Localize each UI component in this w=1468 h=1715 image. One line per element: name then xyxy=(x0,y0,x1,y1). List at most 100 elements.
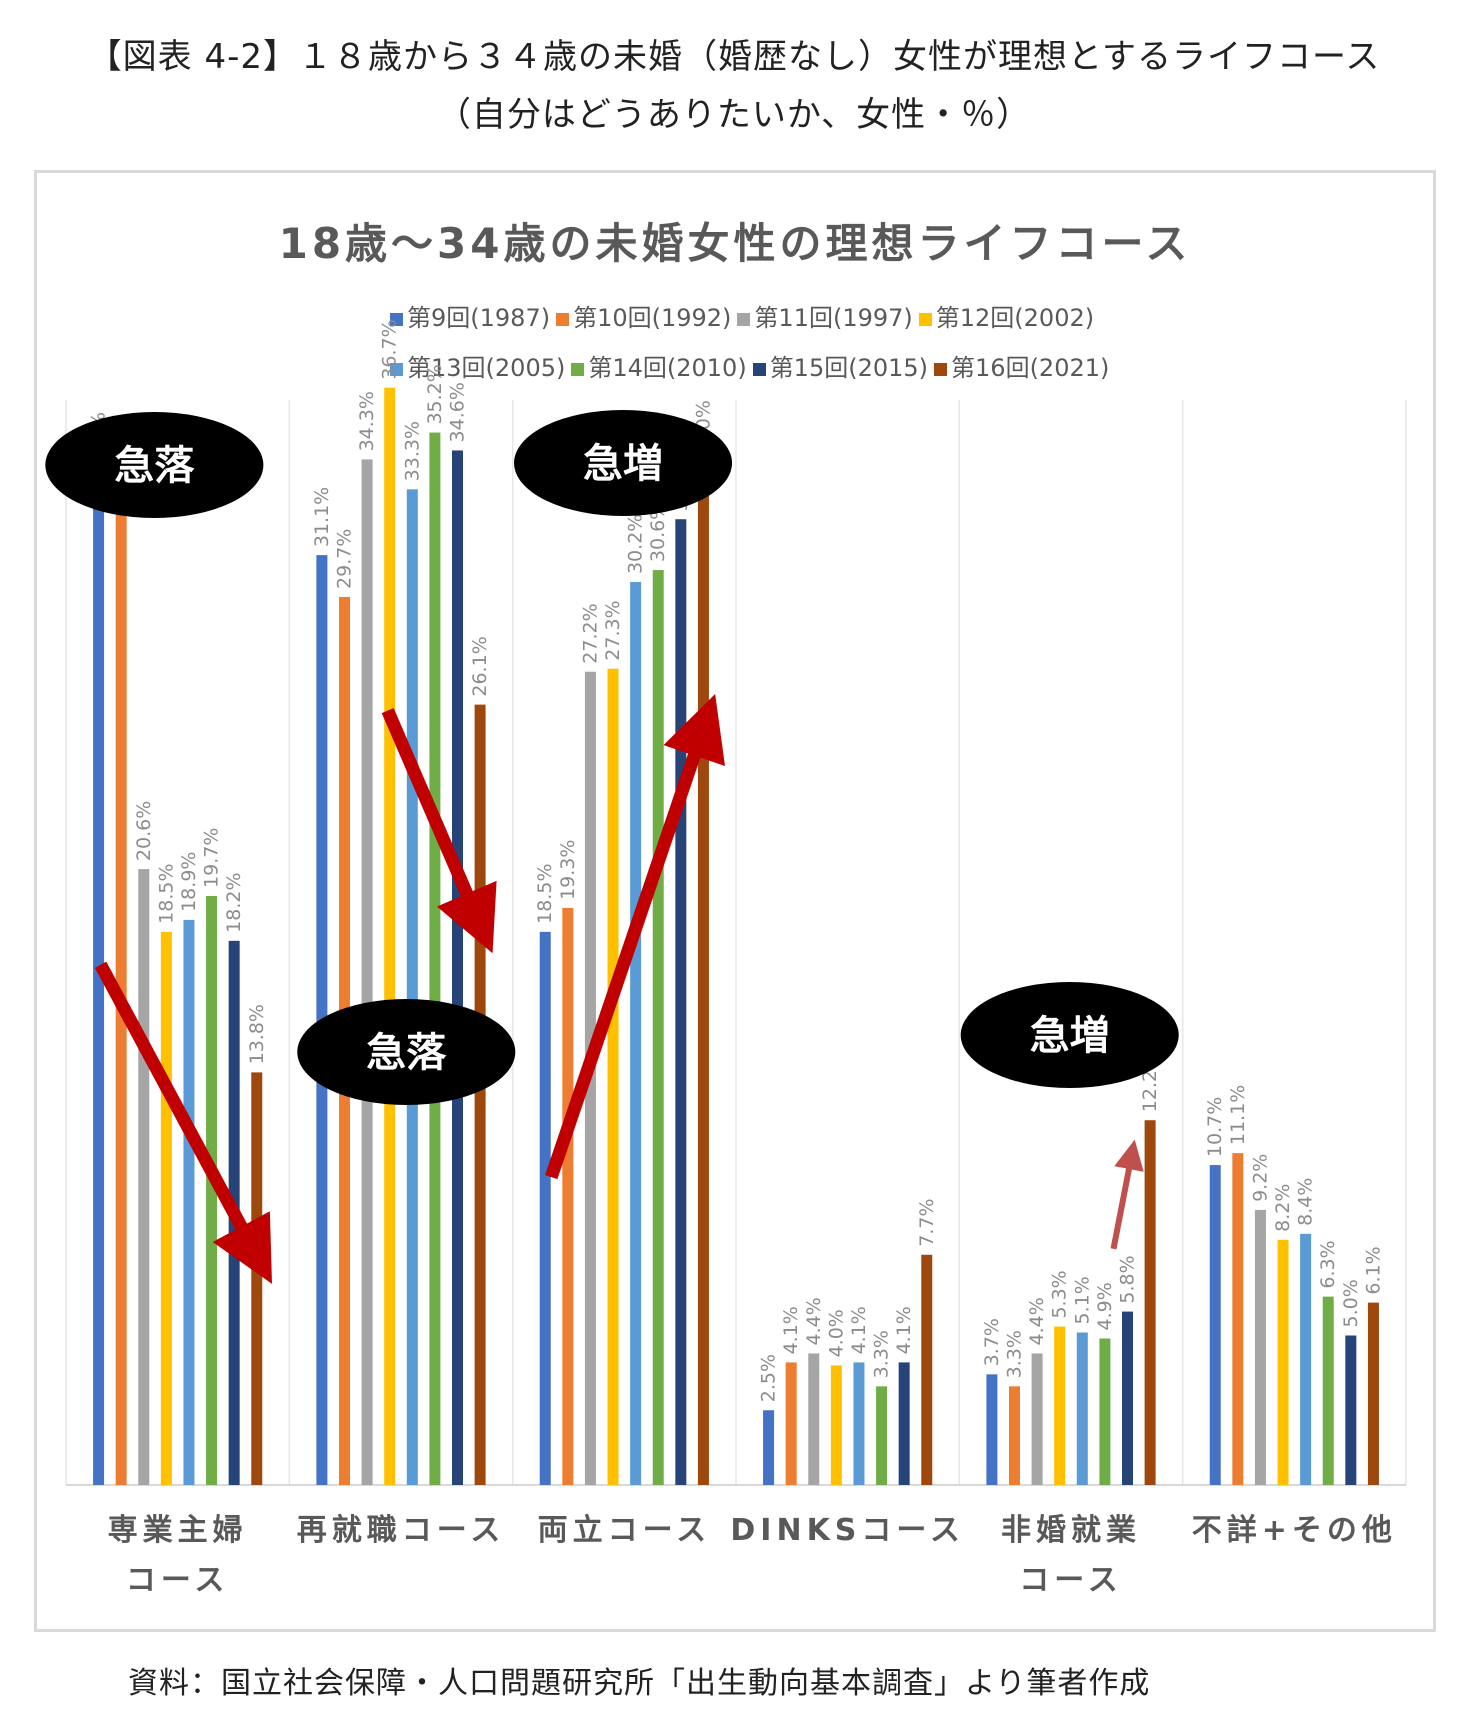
data-label: 34.6% xyxy=(447,382,469,442)
bar xyxy=(808,1353,820,1485)
x-tick-label: 両立コース xyxy=(538,1513,712,1548)
trend-arrow xyxy=(381,708,497,954)
figure-header: 【図表 4-2】１８歳から３４歳の未婚（婚歴なし）女性が理想とするライフコース … xyxy=(0,28,1468,144)
data-label: 19.7% xyxy=(201,828,223,888)
legend-item: 第15回(2015) xyxy=(752,348,929,383)
data-label: 4.1% xyxy=(893,1306,915,1354)
data-label: 5.8% xyxy=(1117,1255,1139,1303)
legend-item: 第13回(2005) xyxy=(390,348,565,383)
bar xyxy=(986,1374,998,1485)
legend-item: 第11回(1997) xyxy=(737,298,913,333)
legend-row-1: 第9回(1987) 第10回(1992) 第11回(1997) 第12回(2002) xyxy=(390,298,1130,333)
data-label: 19.3% xyxy=(557,840,579,900)
trend-arrow xyxy=(1110,1139,1144,1250)
data-label: 3.3% xyxy=(1004,1330,1026,1378)
data-label: 5.3% xyxy=(1049,1270,1071,1318)
data-label: 27.2% xyxy=(579,603,601,663)
legend-item: 第16回(2021) xyxy=(934,348,1109,383)
bar xyxy=(1009,1386,1020,1485)
legend-swatch xyxy=(752,362,766,376)
legend-item: 第12回(2002) xyxy=(918,298,1094,333)
data-label: 4.4% xyxy=(1026,1297,1048,1345)
data-label: 5.0% xyxy=(1340,1279,1362,1327)
callout-label: 急増 xyxy=(583,441,663,487)
bar xyxy=(1345,1335,1357,1485)
data-label: 5.1% xyxy=(1071,1276,1093,1324)
legend-row-2: 第13回(2005) 第14回(2010) 第15回(2015) 第16回(2021) xyxy=(390,348,1130,383)
data-label: 11.1% xyxy=(1227,1085,1249,1145)
data-label: 8.2% xyxy=(1272,1184,1294,1232)
bar xyxy=(921,1254,933,1485)
legend-label: 第13回(2005) xyxy=(407,354,566,382)
bar xyxy=(1144,1120,1156,1485)
bar xyxy=(93,480,105,1485)
trend-arrow xyxy=(545,694,726,1180)
bar xyxy=(763,1410,775,1485)
callout-oval xyxy=(45,412,264,518)
bar xyxy=(1254,1209,1266,1485)
legend-label: 第10回(1992) xyxy=(573,304,732,332)
legend-label: 第15回(2015) xyxy=(769,354,929,382)
data-label: 18.2% xyxy=(223,872,245,932)
bar xyxy=(452,450,463,1486)
bar xyxy=(138,869,150,1485)
bar xyxy=(830,1365,842,1485)
bar xyxy=(1277,1239,1289,1485)
callout-label: 急落 xyxy=(114,443,195,489)
bar xyxy=(1054,1326,1066,1485)
data-label: 20.6% xyxy=(133,801,155,861)
data-label: 3.7% xyxy=(981,1318,1003,1366)
bar xyxy=(539,931,551,1485)
data-label: 34.3% xyxy=(356,391,378,451)
data-label: 18.5% xyxy=(155,863,177,923)
data-label: 4.9% xyxy=(1094,1282,1116,1330)
bar xyxy=(1232,1153,1244,1485)
legend-label: 第11回(1997) xyxy=(754,304,913,332)
bar xyxy=(1099,1338,1111,1485)
bar xyxy=(1122,1311,1133,1485)
data-label: 10.7% xyxy=(1204,1097,1226,1157)
bar xyxy=(183,919,195,1485)
data-label: 2.5% xyxy=(758,1354,780,1402)
bar xyxy=(429,432,441,1485)
legend-swatch xyxy=(390,312,403,326)
legend-swatch xyxy=(556,312,570,326)
bar xyxy=(697,468,709,1485)
callout-oval xyxy=(960,982,1179,1088)
legend-swatch xyxy=(390,362,403,376)
legend-label: 第9回(1987) xyxy=(407,304,551,332)
data-label: 4.0% xyxy=(825,1309,847,1357)
callout-oval xyxy=(514,410,733,516)
bar xyxy=(853,1362,865,1485)
data-label: 13.8% xyxy=(246,1004,268,1064)
x-tick-label: 不詳+その他 xyxy=(1192,1513,1397,1548)
bar xyxy=(361,459,373,1486)
data-label: 3.3% xyxy=(871,1330,893,1378)
x-tick-label: コース xyxy=(1019,1563,1123,1598)
callout-oval xyxy=(297,999,516,1105)
bar xyxy=(251,1072,263,1485)
x-tick-label: 再就職コース xyxy=(297,1513,506,1548)
data-label: 30.6% xyxy=(647,502,669,562)
legend-swatch xyxy=(737,312,751,326)
legend-swatch xyxy=(918,312,932,326)
legend-swatch xyxy=(571,362,585,376)
bar xyxy=(1367,1302,1379,1485)
trend-arrow xyxy=(94,961,272,1284)
data-label: 4.1% xyxy=(848,1306,870,1354)
data-label: 4.1% xyxy=(780,1306,802,1354)
callout-label: 急落 xyxy=(366,1030,447,1076)
data-label: 9.2% xyxy=(1249,1154,1271,1202)
data-label: 27.3% xyxy=(602,600,624,660)
data-label: 18.9% xyxy=(178,852,200,912)
data-label: 6.1% xyxy=(1362,1246,1384,1294)
bar xyxy=(876,1386,888,1485)
data-label: 26.1% xyxy=(469,636,491,696)
legend-label: 第14回(2010) xyxy=(588,354,747,382)
bar xyxy=(652,570,664,1485)
data-label: 36.7% xyxy=(379,319,401,379)
bar xyxy=(1209,1165,1221,1485)
callout-label: 急増 xyxy=(1030,1013,1110,1059)
data-label: 35.2% xyxy=(424,364,446,424)
